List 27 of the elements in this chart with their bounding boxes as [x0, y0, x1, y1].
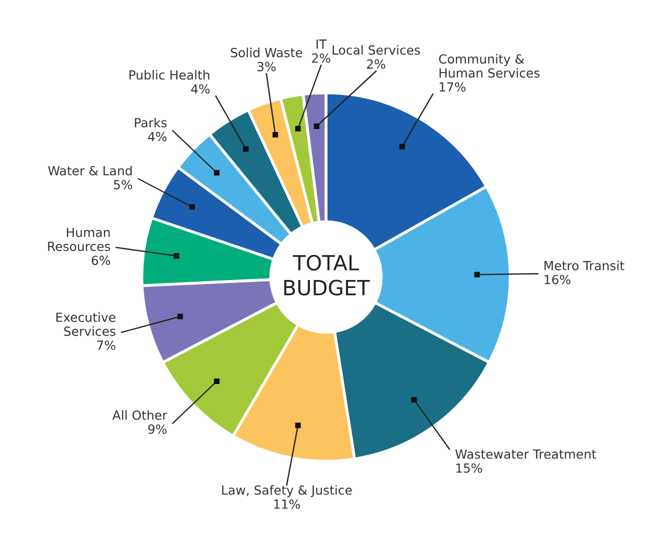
text: TOTAL BUDGET	[284, 254, 370, 296]
slice-label: Metro Transit	[544, 260, 624, 270]
data-label: 15%	[456, 463, 482, 473]
slice-label: Public Health	[130, 70, 210, 80]
data-label: 9%	[148, 424, 167, 434]
data-label: 5%	[114, 180, 132, 190]
data-label: 2%	[367, 59, 386, 69]
data-label: 11%	[274, 499, 300, 509]
slice-label: Human Resources	[48, 228, 110, 252]
slice-label: Wastewater Treatment	[455, 450, 596, 459]
slice-label: Parks	[134, 118, 167, 128]
slice-label: Solid Waste	[230, 48, 302, 58]
slice-label: IT	[316, 40, 327, 49]
slice-label: Law, Safety & Justice	[222, 485, 352, 498]
data-label: 3%	[257, 62, 276, 72]
slice-label: All Other	[112, 410, 168, 420]
data-label: 16%	[544, 274, 570, 284]
data-label: 4%	[148, 132, 167, 142]
slice-label: Community & Human Services	[439, 54, 540, 78]
slice-label: Water & Land	[48, 166, 132, 176]
slice-label: Executive Services	[56, 312, 116, 336]
data-label: 6%	[92, 256, 110, 266]
data-label: 2%	[312, 53, 330, 63]
data-label: 7%	[97, 340, 116, 350]
slice-label: Local Services	[332, 45, 420, 55]
data-label: 17%	[440, 82, 466, 92]
data-label: 4%	[191, 84, 210, 94]
